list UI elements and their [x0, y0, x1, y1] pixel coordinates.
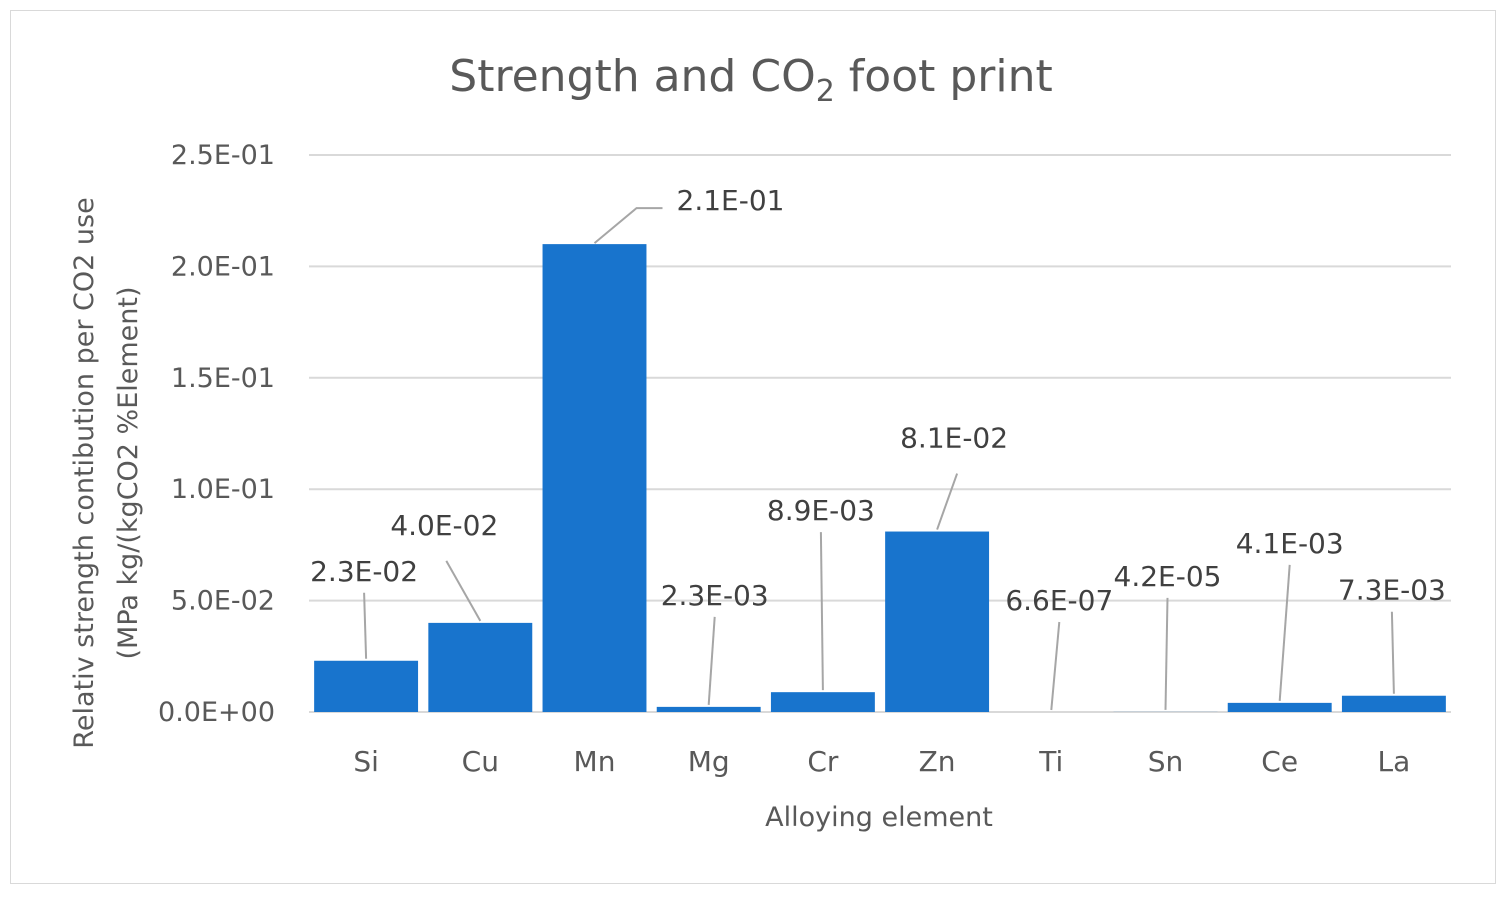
- x-category-label-ce: Ce: [1261, 745, 1298, 778]
- leader-line: [363, 592, 368, 659]
- bar-la: [1341, 695, 1446, 712]
- data-label-ti: 6.6E-07: [1005, 584, 1113, 617]
- x-category-label-la: La: [1378, 745, 1411, 778]
- data-label-sn: 4.2E-05: [1114, 560, 1222, 593]
- data-label-si: 2.3E-02: [310, 555, 418, 588]
- data-label-la: 7.3E-03: [1338, 574, 1446, 607]
- chart-title-suffix: foot print: [835, 51, 1053, 102]
- y-tick-label: 1.0E-01: [171, 474, 275, 505]
- data-label-mg: 2.3E-03: [661, 579, 769, 612]
- leader-lines: [363, 207, 1395, 711]
- data-label-cu: 4.0E-02: [390, 509, 498, 542]
- bars: [314, 244, 1446, 712]
- leader-line: [593, 207, 663, 244]
- data-label-mn: 2.1E-01: [677, 184, 785, 217]
- chart-title-subscript: 2: [816, 74, 835, 109]
- y-tick-label: 1.5E-01: [171, 363, 275, 394]
- y-tick-label: 2.0E-01: [171, 251, 275, 282]
- chart-svg: Strength and CO2 foot print 0.0E+00 5.0E-…: [69, 51, 1451, 833]
- x-category-label-ti: Ti: [1038, 745, 1063, 778]
- chart-title: Strength and CO2 foot print: [449, 51, 1052, 109]
- bar-mg: [656, 706, 761, 712]
- leader-line: [1050, 621, 1061, 711]
- x-category-label-si: Si: [353, 745, 379, 778]
- data-label-ce: 4.1E-03: [1236, 527, 1344, 560]
- y-axis-title-line2: (MPa kg/(kgCO2 %Element): [113, 286, 144, 659]
- bar-mn: [542, 244, 647, 712]
- x-category-label-zn: Zn: [919, 745, 956, 778]
- leader-line: [707, 616, 716, 705]
- leader-line: [445, 560, 482, 622]
- x-axis-title: Alloying element: [765, 802, 993, 833]
- x-category-labels: Si Cu Mn Mg Cr Zn Ti Sn Ce La: [353, 745, 1410, 778]
- leader-line: [1390, 611, 1395, 694]
- x-category-label-cr: Cr: [807, 745, 839, 778]
- chart-frame: Strength and CO2 foot print 0.0E+00 5.0E-…: [10, 10, 1496, 884]
- chart-title-main: Strength and CO: [449, 51, 815, 102]
- y-axis-title-line1: Relativ strength contibution per CO2 use: [69, 197, 100, 748]
- bar-cu: [428, 622, 533, 712]
- data-label-zn: 8.1E-02: [900, 422, 1008, 455]
- data-labels: 2.3E-02 4.0E-02 2.1E-01 2.3E-03 8.9E-03 8.1E-…: [310, 184, 1446, 617]
- y-tick-label: 0.0E+00: [158, 697, 275, 728]
- leader-line: [936, 473, 959, 530]
- bar-si: [314, 660, 419, 712]
- leader-line: [1164, 597, 1169, 710]
- x-category-label-mg: Mg: [688, 745, 730, 778]
- y-tick-label: 2.5E-01: [171, 140, 275, 171]
- y-tick-labels: 0.0E+00 5.0E-02 1.0E-01 1.5E-01 2.0E-01 2.5E-…: [158, 140, 275, 728]
- x-category-label-cu: Cu: [462, 745, 499, 778]
- bar-zn: [885, 531, 990, 712]
- x-category-label-sn: Sn: [1148, 745, 1184, 778]
- leader-line: [819, 532, 824, 691]
- leader-line: [1278, 564, 1291, 701]
- data-label-cr: 8.9E-03: [767, 494, 875, 527]
- x-category-label-mn: Mn: [574, 745, 616, 778]
- bar-ce: [1227, 702, 1332, 712]
- y-tick-label: 5.0E-02: [171, 586, 275, 617]
- bar-cr: [770, 692, 875, 712]
- y-axis-title: Relativ strength contibution per CO2 use…: [69, 197, 144, 748]
